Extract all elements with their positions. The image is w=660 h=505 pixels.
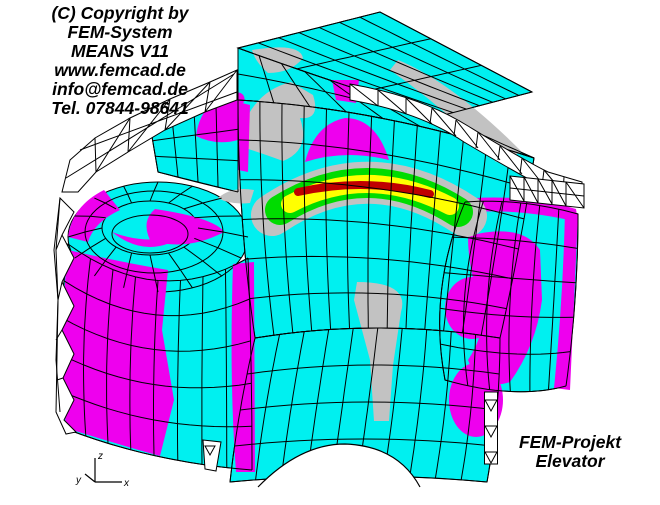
mesh-lines xyxy=(60,11,579,483)
undeformed-wireframe xyxy=(53,69,585,435)
axis-triad-icon xyxy=(84,458,122,483)
cutouts xyxy=(202,391,498,488)
